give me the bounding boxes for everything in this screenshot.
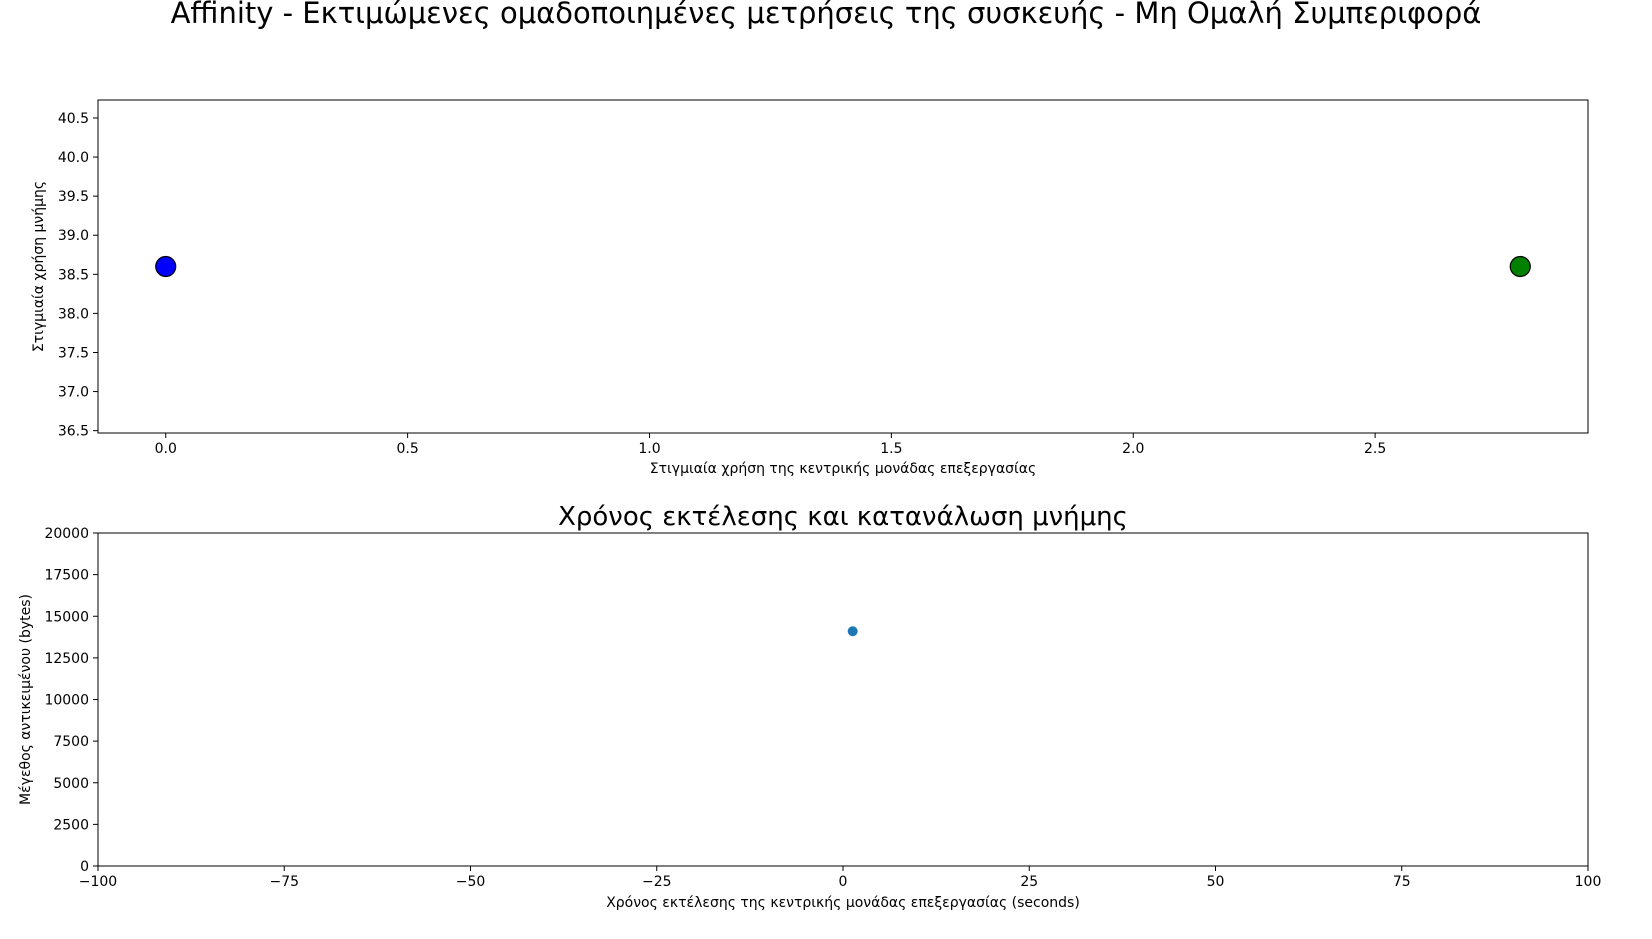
y-tick-label: 5000: [53, 776, 89, 792]
y-tick-label: 38.0: [58, 306, 89, 322]
x-tick-label: 100: [1575, 874, 1602, 890]
y-tick-label: 15000: [44, 609, 89, 625]
bottom-scatter-plot: Χρόνος εκτέλεσης και κατανάλωση μνήμης −1…: [18, 502, 1601, 911]
y-tick-label: 2500: [53, 817, 89, 833]
plot-frame: [97, 99, 1589, 434]
x-tick-label: −75: [269, 874, 299, 890]
data-point: [1509, 255, 1531, 278]
y-tick-label: 17500: [44, 568, 89, 584]
x-axis-label: Χρόνος εκτέλεσης της κεντρικής μονάδας ε…: [606, 895, 1080, 911]
y-tick-label: 7500: [53, 734, 89, 750]
x-axis-label: Στιγμιαία χρήση της κεντρικής μονάδας επ…: [650, 461, 1036, 477]
x-tick-label: 0.0: [155, 441, 177, 457]
data-point: [155, 255, 177, 278]
x-tick-label: 1.5: [880, 441, 902, 457]
y-tick-label: 20000: [44, 526, 89, 542]
data-point: [847, 626, 858, 637]
x-tick-label: −100: [79, 874, 117, 890]
y-tick-label: 39.0: [58, 228, 89, 244]
y-axis-label: Μέγεθος αντικειμένου (bytes): [18, 594, 34, 805]
y-tick-label: 40.5: [58, 111, 89, 127]
x-tick-label: 0.5: [396, 441, 418, 457]
x-tick-label: 0: [839, 874, 848, 890]
y-tick-label: 37.5: [58, 345, 89, 361]
y-tick-label: 36.5: [58, 424, 89, 440]
x-tick-label: 2.5: [1364, 441, 1386, 457]
x-tick-label: 1.0: [638, 441, 660, 457]
y-tick-label: 12500: [44, 651, 89, 667]
figure-suptitle: Affinity - Εκτιμώμενες ομαδοποιημένες με…: [171, 0, 1482, 30]
y-tick-label: 37.0: [58, 385, 89, 401]
plot-title: Χρόνος εκτέλεσης και κατανάλωση μνήμης: [558, 502, 1128, 532]
y-tick-label: 40.0: [58, 150, 89, 166]
top-scatter-plot: 0.0 0.5 1.0 1.5 2.0 2.5 36.5 37.0 37.5 38.0 38.5 39…: [31, 99, 1589, 477]
x-tick-label: −50: [456, 874, 486, 890]
x-tick-label: 2.0: [1122, 441, 1144, 457]
x-tick-label: −25: [642, 874, 672, 890]
y-tick-label: 10000: [44, 693, 89, 709]
y-tick-label: 0: [80, 859, 89, 875]
y-tick-label: 38.5: [58, 267, 89, 283]
y-tick-label: 39.5: [58, 189, 89, 205]
x-tick-label: 50: [1207, 874, 1225, 890]
y-axis-label: Στιγμιαία χρήση μνήμης: [31, 181, 47, 352]
plot-frame: [97, 532, 1589, 867]
x-tick-label: 75: [1393, 874, 1411, 890]
x-tick-label: 25: [1020, 874, 1038, 890]
